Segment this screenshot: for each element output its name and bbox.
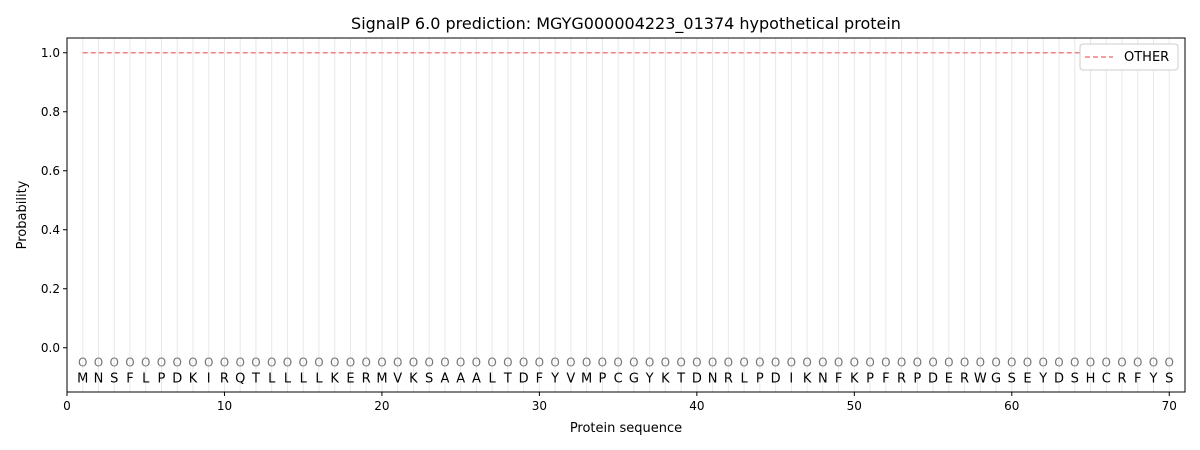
residue-marker: O [361, 356, 370, 370]
residue-marker: O [976, 356, 985, 370]
y-tick-label: 0.6 [41, 164, 60, 178]
residue-marker: O [582, 356, 591, 370]
residue-marker: O [850, 356, 859, 370]
residue-marker: O [708, 356, 717, 370]
residue-marker: O [676, 356, 685, 370]
residue-marker: O [487, 356, 496, 370]
residue-marker: O [535, 356, 544, 370]
chart-title: SignalP 6.0 prediction: MGYG000004223_01… [351, 14, 901, 34]
residue-marker: O [1133, 356, 1142, 370]
residue-marker: O [472, 356, 481, 370]
residue-marker: O [692, 356, 701, 370]
residue-marker: O [787, 356, 796, 370]
residue-marker: O [1007, 356, 1016, 370]
residue-marker: O [865, 356, 874, 370]
residue-marker: O [613, 356, 622, 370]
residue-marker: O [346, 356, 355, 370]
residue-marker: O [928, 356, 937, 370]
residue-marker: O [220, 356, 229, 370]
residue-marker: O [204, 356, 213, 370]
y-tick-label: 0.0 [41, 341, 60, 355]
residue-marker: O [1054, 356, 1063, 370]
residue-marker: O [314, 356, 323, 370]
residue-marker: O [1117, 356, 1126, 370]
residue-marker: O [1023, 356, 1032, 370]
plot-frame [66, 37, 1186, 393]
residue-marker: O [298, 356, 307, 370]
residue-marker: O [188, 356, 197, 370]
y-axis-label: Probability [15, 180, 30, 249]
x-tick-label: 20 [374, 399, 389, 413]
y-tick-label: 1.0 [41, 46, 60, 60]
residue-marker: O [991, 356, 1000, 370]
residue-sequence: MNSFLPDKIRQTLLLLKERMVKSAAALTDFYVMPCGYKTD… [77, 372, 1173, 387]
residue-marker: O [393, 356, 402, 370]
residue-marker: O [550, 356, 559, 370]
residue-marker: O [172, 356, 181, 370]
x-tick-label: 70 [1162, 399, 1177, 413]
residue-marker: O [157, 356, 166, 370]
residue-marker: O [818, 356, 827, 370]
residue-marker: O [834, 356, 843, 370]
residue-marker: O [1039, 356, 1048, 370]
residue-marker: O [456, 356, 465, 370]
residue-marker: O [566, 356, 575, 370]
residue-marker: O [283, 356, 292, 370]
residue-marker: O [1149, 356, 1158, 370]
residue-marker: O [913, 356, 922, 370]
residue-marker: O [598, 356, 607, 370]
residue-marker: O [409, 356, 418, 370]
y-tick-label: 0.4 [41, 223, 60, 237]
residue-marker: O [267, 356, 276, 370]
residue-marker: O [1070, 356, 1079, 370]
legend: OTHER [1079, 43, 1179, 71]
residue-marker: O [1102, 356, 1111, 370]
residue-marker: O [251, 356, 260, 370]
x-tick-label: 60 [1004, 399, 1019, 413]
residue-marker: O [960, 356, 969, 370]
x-tick-label: 10 [217, 399, 232, 413]
residue-marker: O [739, 356, 748, 370]
residue-marker: O [519, 356, 528, 370]
x-tick-label: 50 [847, 399, 862, 413]
residue-marker: O [330, 356, 339, 370]
residue-marker: O [724, 356, 733, 370]
residue-marker: O [110, 356, 119, 370]
residue-marker: O [440, 356, 449, 370]
residue-marker: O [78, 356, 87, 370]
residue-marker: O [645, 356, 654, 370]
residue-marker: O [802, 356, 811, 370]
residue-marker: O [661, 356, 670, 370]
residue-marker: O [125, 356, 134, 370]
x-tick-label: 0 [63, 399, 71, 413]
residue-marker: O [1086, 356, 1095, 370]
residue-marker: O [377, 356, 386, 370]
residue-marker: O [944, 356, 953, 370]
residue-marker: O [141, 356, 150, 370]
y-tick-label: 0.8 [41, 105, 60, 119]
residue-marker: O [503, 356, 512, 370]
x-axis-label: Protein sequence [570, 421, 682, 436]
residue-marker: O [881, 356, 890, 370]
residue-marker: O [771, 356, 780, 370]
y-tick-label: 0.2 [41, 282, 60, 296]
residue-marker: O [755, 356, 764, 370]
residue-marker: O [897, 356, 906, 370]
legend-label-other: OTHER [1124, 50, 1169, 65]
residue-marker: O [94, 356, 103, 370]
residue-marker: O [235, 356, 244, 370]
x-tick-label: 40 [689, 399, 704, 413]
residue-marker: O [424, 356, 433, 370]
x-tick-label: 30 [532, 399, 547, 413]
residue-marker: O [1165, 356, 1174, 370]
residue-marker: O [629, 356, 638, 370]
